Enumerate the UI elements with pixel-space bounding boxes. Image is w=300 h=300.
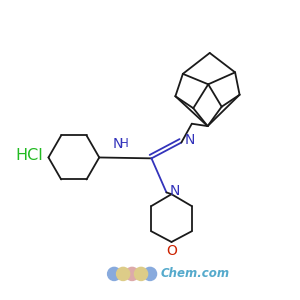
Circle shape: [143, 267, 157, 280]
Circle shape: [108, 267, 121, 280]
Text: HCl: HCl: [15, 148, 43, 164]
Circle shape: [125, 267, 139, 280]
Text: Chem.com: Chem.com: [160, 267, 230, 280]
Text: O: O: [166, 244, 177, 258]
Text: N: N: [169, 184, 180, 198]
Circle shape: [117, 267, 130, 280]
Text: N: N: [113, 137, 123, 152]
Text: N: N: [185, 133, 195, 147]
Text: H: H: [119, 137, 128, 150]
Circle shape: [134, 267, 148, 280]
